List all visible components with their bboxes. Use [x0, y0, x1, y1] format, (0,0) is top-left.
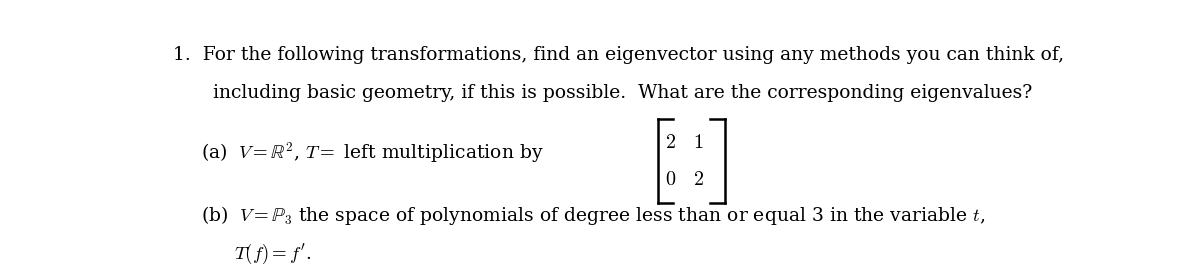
- Text: $T(f) = f'$.: $T(f) = f'$.: [234, 242, 312, 266]
- Text: (b)  $V = \mathbb{P}_3$ the space of polynomials of degree less than or equal 3 : (b) $V = \mathbb{P}_3$ the space of poly…: [202, 204, 986, 227]
- Text: $2$: $2$: [694, 170, 704, 189]
- Text: $1$: $1$: [694, 133, 704, 152]
- Text: 1.  For the following transformations, find an eigenvector using any methods you: 1. For the following transformations, fi…: [173, 46, 1064, 64]
- Text: (a)  $V = \mathbb{R}^2$, $T =$ left multiplication by: (a) $V = \mathbb{R}^2$, $T =$ left multi…: [202, 140, 544, 165]
- Text: including basic geometry, if this is possible.  What are the corresponding eigen: including basic geometry, if this is pos…: [214, 84, 1032, 102]
- Text: $0$: $0$: [665, 170, 677, 189]
- Text: $2$: $2$: [665, 133, 677, 152]
